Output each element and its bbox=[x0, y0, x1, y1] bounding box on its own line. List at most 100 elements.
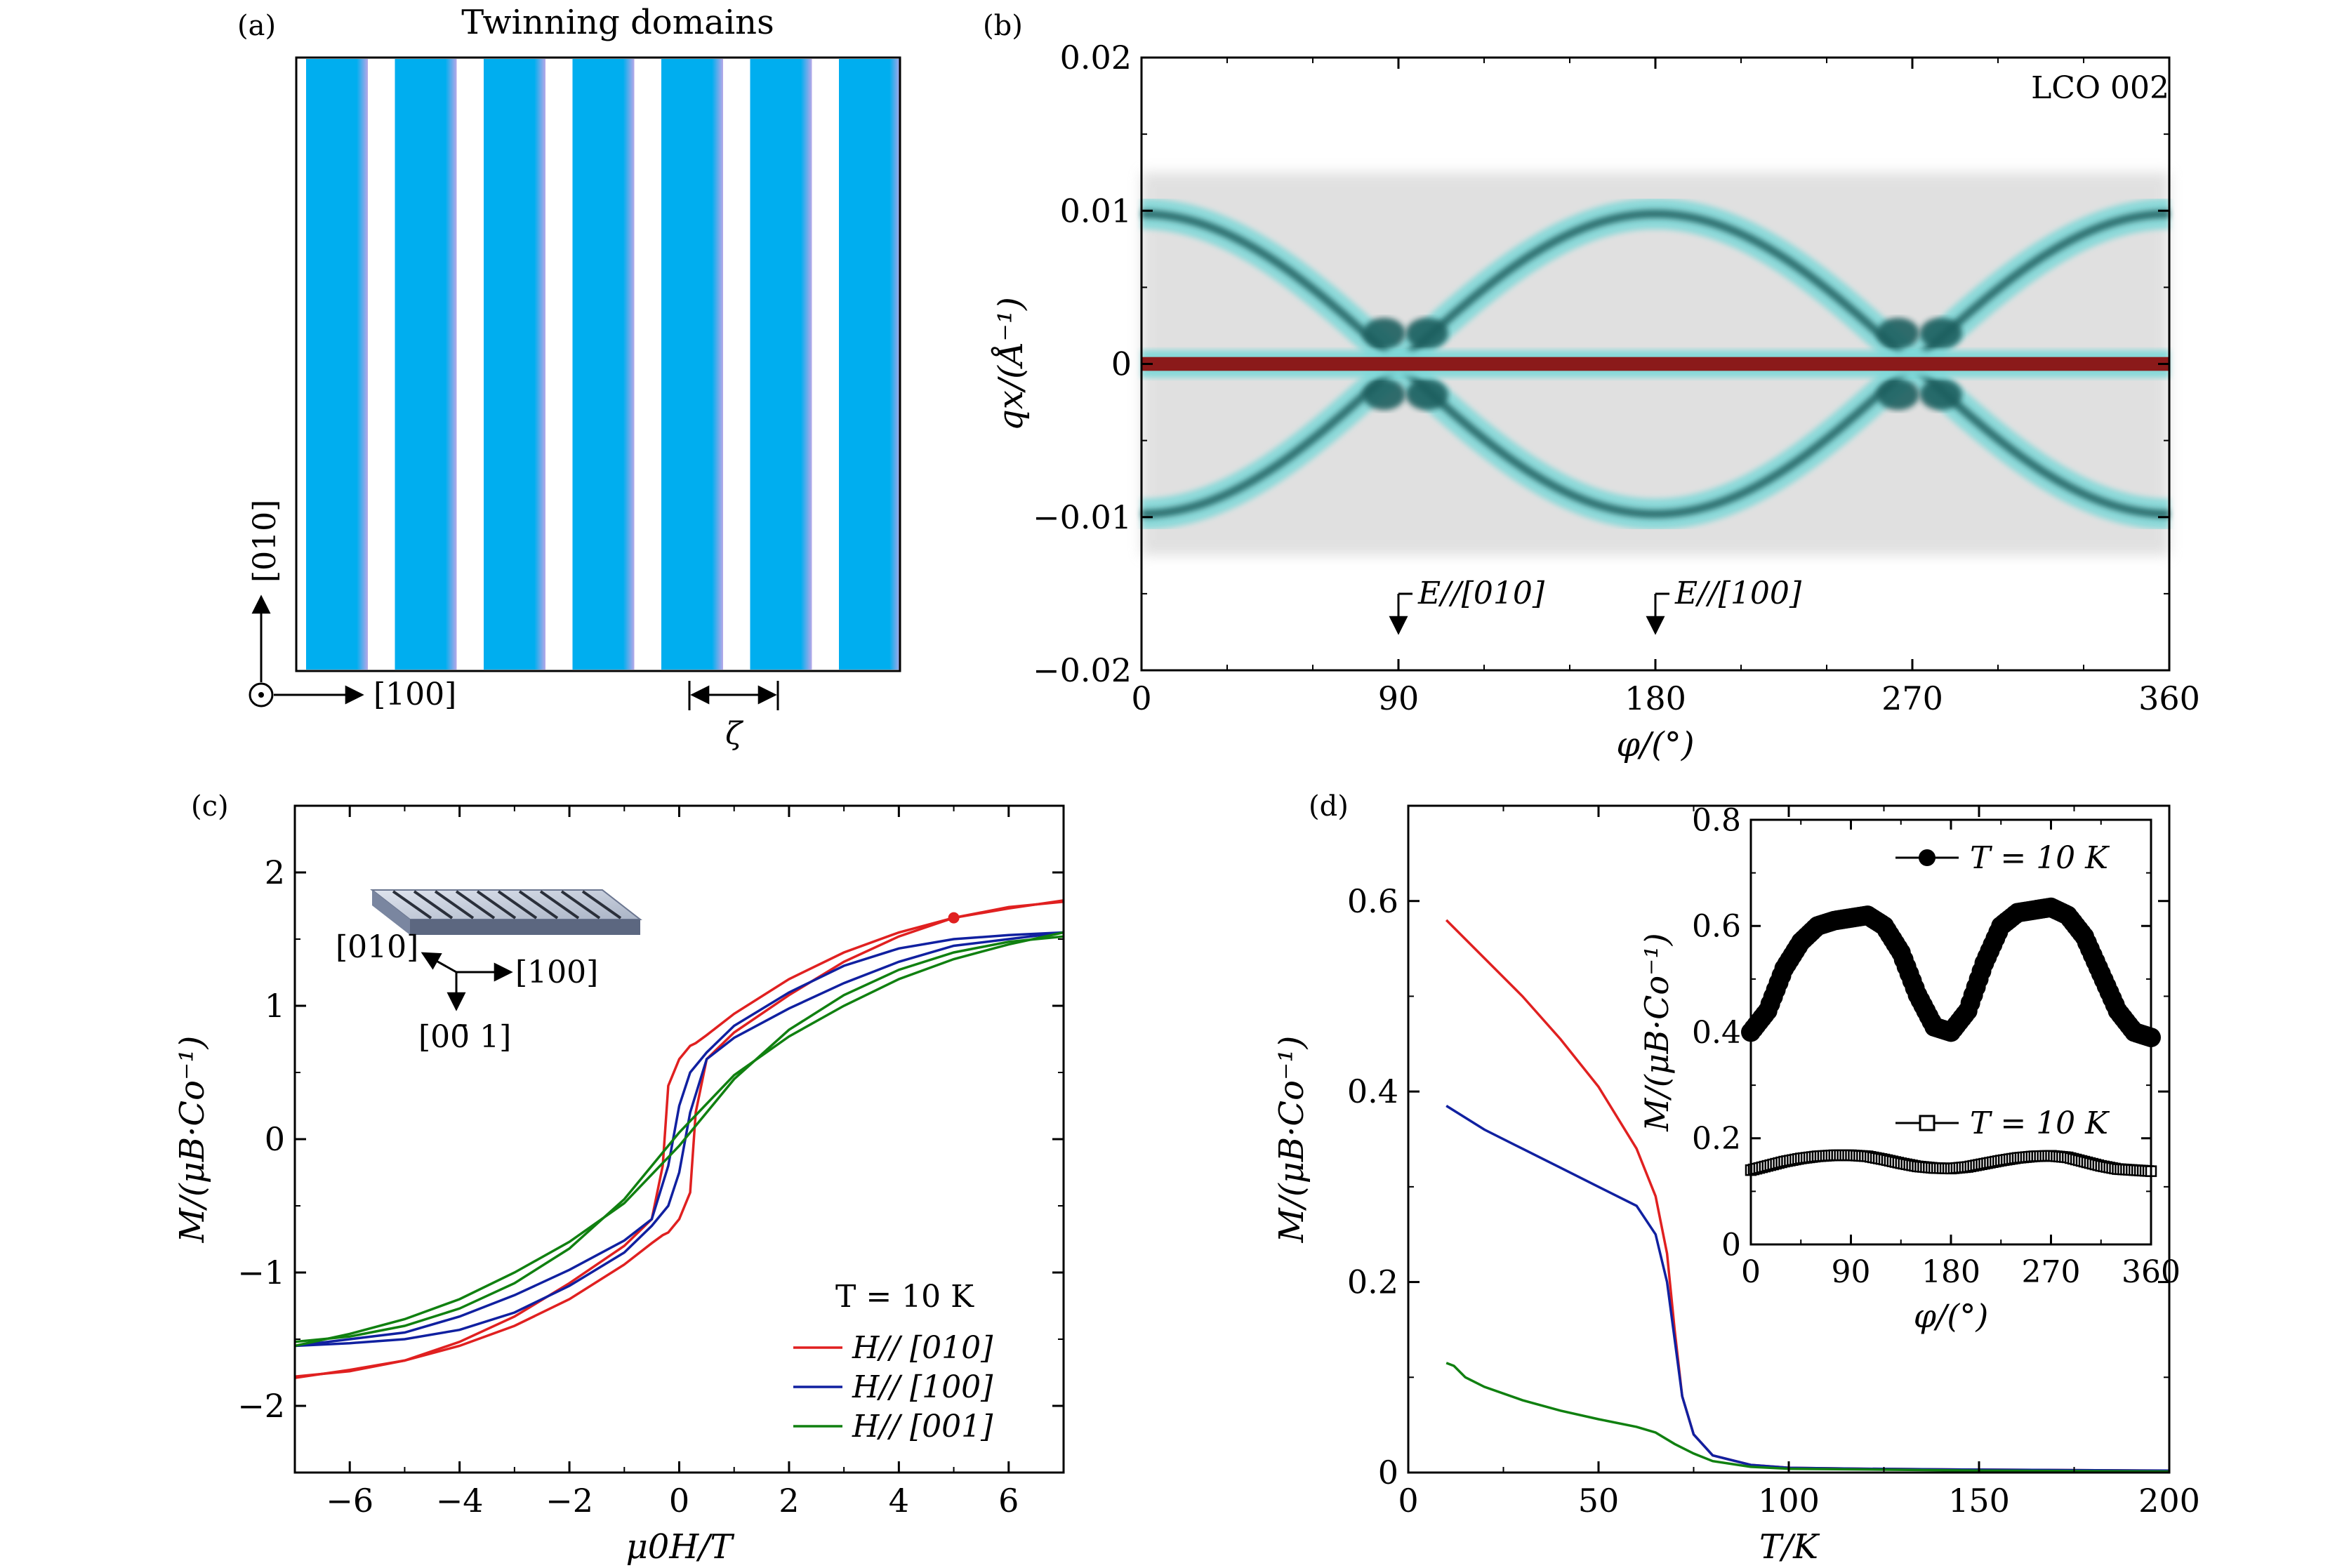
y-tick-label: 0.2 bbox=[1347, 1263, 1398, 1301]
satellite-ridge bbox=[1141, 209, 2170, 370]
polarization-label: E//[010] bbox=[1417, 576, 1545, 611]
x-tick-label: 50 bbox=[1578, 1482, 1620, 1520]
sketch-stripe bbox=[581, 890, 622, 919]
sketch-stripe bbox=[476, 890, 517, 919]
x-tick-label: 360 bbox=[2138, 679, 2200, 717]
panel-b-axes: 0 90 180 270 360 −0.02 −0.01 0 0.01 0.02 φ/(°) qx/(… bbox=[991, 39, 2200, 764]
sample-sketch-icon bbox=[370, 889, 642, 935]
panel-a: (a) Twinning domains [010] [100] ζ bbox=[237, 3, 901, 752]
bragg-peak bbox=[1363, 379, 1405, 411]
x-tick-label: 100 bbox=[1758, 1482, 1820, 1520]
panel-b: (b) LCO 002 E//[010] E//[100] 0 90 180 270 36… bbox=[983, 10, 2200, 764]
x-axis-title: T/K bbox=[1759, 1527, 1820, 1567]
panel-d: (d) 0 50 100 150 200 0 0.2 0.4 0.6 T/K M/(μB·Co⁻¹)… bbox=[1272, 790, 2200, 1567]
x-tick-label: 0 bbox=[1741, 1254, 1761, 1290]
y-axis-title: qx/(Å⁻¹) bbox=[991, 297, 1031, 431]
hysteresis-branch-down bbox=[294, 931, 1064, 1348]
mt-plot bbox=[1445, 919, 2170, 1473]
y-tick-label: 0.4 bbox=[1347, 1072, 1398, 1110]
y-tick-label: 0 bbox=[1111, 345, 1132, 383]
hysteresis-branch-up bbox=[294, 899, 1064, 1378]
x-tick-label: 6 bbox=[998, 1482, 1019, 1520]
inset-axis-x-arrow-icon bbox=[421, 952, 457, 974]
inset-legend-label: T = 10 K bbox=[1970, 1105, 2110, 1141]
panel-c: (c) −6 −4 −2 0 2 4 6 −2 −1 0 1 2 μ0H/T M/(μB·Co⁻¹) [0… bbox=[173, 790, 1065, 1567]
domain-stripe bbox=[395, 59, 457, 670]
y-tick-label: 0 bbox=[265, 1120, 285, 1158]
mt-curve bbox=[1445, 1362, 2170, 1473]
inset-label-z: [00̄ 1] bbox=[418, 1019, 511, 1055]
inset-legend-label: T = 10 K bbox=[1970, 840, 2110, 876]
axis-right-label: [100] bbox=[373, 677, 456, 712]
bragg-peak bbox=[1877, 317, 1919, 349]
x-tick-label: −4 bbox=[436, 1482, 484, 1520]
x-tick-label: 180 bbox=[1921, 1254, 1980, 1290]
period-symbol: ζ bbox=[725, 716, 744, 752]
y-tick-label: 0.01 bbox=[1060, 192, 1132, 230]
legend-title: T = 10 K bbox=[835, 1279, 974, 1315]
x-tick-label: −6 bbox=[326, 1482, 373, 1520]
inset-plot bbox=[1741, 820, 2161, 1244]
sketch-stripe bbox=[539, 890, 580, 919]
x-tick-label: 360 bbox=[2122, 1254, 2181, 1290]
x-tick-label: 2 bbox=[779, 1482, 799, 1520]
y-tick-label: 0.6 bbox=[1692, 909, 1741, 945]
panel-a-frame bbox=[295, 56, 901, 672]
x-tick-label: 4 bbox=[889, 1482, 909, 1520]
x-tick-label: 150 bbox=[1948, 1482, 2010, 1520]
y-tick-label: −0.01 bbox=[1033, 498, 1132, 536]
domain-stripe bbox=[572, 59, 635, 670]
hysteresis-branch-up bbox=[294, 931, 1064, 1348]
x-tick-label: 270 bbox=[1881, 679, 1943, 717]
panel-label-c: (c) bbox=[191, 790, 229, 823]
y-tick-label: 0.4 bbox=[1692, 1015, 1741, 1051]
legend-label: H// [010] bbox=[852, 1330, 993, 1366]
x-axis-title: φ/(°) bbox=[1616, 725, 1694, 764]
y-tick-label: 0 bbox=[1721, 1227, 1741, 1263]
domain-stripes bbox=[306, 59, 901, 670]
panel-c-legend: H// [010]H// [100] H// [001] bbox=[793, 1330, 993, 1444]
x-tick-label: 0 bbox=[1398, 1482, 1418, 1520]
y-tick-label: 0.6 bbox=[1347, 882, 1398, 920]
sketch-stripe bbox=[434, 890, 475, 919]
axis-up-label: [010] bbox=[247, 500, 283, 583]
panel-b-tag: LCO 002 bbox=[2031, 70, 2169, 106]
inset-label-x: [010] bbox=[336, 929, 418, 965]
panel-label-a: (a) bbox=[237, 10, 276, 42]
sketch-stripe bbox=[497, 890, 538, 919]
x-axis-title: φ/(°) bbox=[1914, 1297, 1989, 1335]
legend-label: H// [100] bbox=[852, 1369, 993, 1405]
heatmap-plot bbox=[1141, 172, 2170, 556]
y-tick-label: 2 bbox=[265, 853, 285, 891]
panel-a-title: Twinning domains bbox=[461, 3, 774, 42]
hysteresis-branch-down bbox=[294, 901, 1064, 1379]
bragg-peak bbox=[1405, 379, 1448, 411]
y-tick-label: 0.2 bbox=[1692, 1121, 1741, 1157]
domain-stripe bbox=[306, 59, 368, 670]
polarization-label: E//[100] bbox=[1674, 576, 1802, 611]
x-tick-label: 0 bbox=[1131, 679, 1151, 717]
bragg-peak bbox=[1877, 379, 1919, 411]
x-axis-title: μ0H/T bbox=[626, 1527, 735, 1567]
sketch-stripe bbox=[413, 890, 454, 919]
inset-legend-marker bbox=[1919, 849, 1936, 866]
specular-line bbox=[1142, 357, 2169, 371]
y-tick-label: 0 bbox=[1378, 1454, 1398, 1491]
panel-c-axes: −6 −4 −2 0 2 4 6 −2 −1 0 1 2 μ0H/T M/(μB·Co⁻¹) bbox=[173, 804, 1065, 1567]
x-tick-label: −2 bbox=[545, 1482, 593, 1520]
y-axis-title: M/(μB·Co⁻¹) bbox=[1638, 933, 1676, 1131]
inset-legend-marker bbox=[1919, 1115, 1936, 1131]
domain-stripe bbox=[484, 59, 545, 670]
y-tick-label: −2 bbox=[237, 1387, 285, 1425]
hysteresis-plot bbox=[294, 899, 1064, 1379]
y-axis-title: M/(μB·Co⁻¹) bbox=[1272, 1036, 1311, 1244]
y-tick-label: 0.02 bbox=[1060, 39, 1132, 77]
inset-legend: T = 10 K T = 10 K bbox=[1895, 840, 2110, 1141]
polarization-arrows: E//[010] E//[100] bbox=[1389, 576, 1802, 635]
bragg-peak bbox=[1363, 317, 1405, 349]
x-tick-label: 0 bbox=[669, 1482, 689, 1520]
panel-label-d: (d) bbox=[1309, 790, 1349, 823]
y-tick-label: 1 bbox=[265, 987, 285, 1025]
bragg-peak bbox=[1405, 317, 1448, 349]
sketch-stripe bbox=[518, 890, 559, 919]
